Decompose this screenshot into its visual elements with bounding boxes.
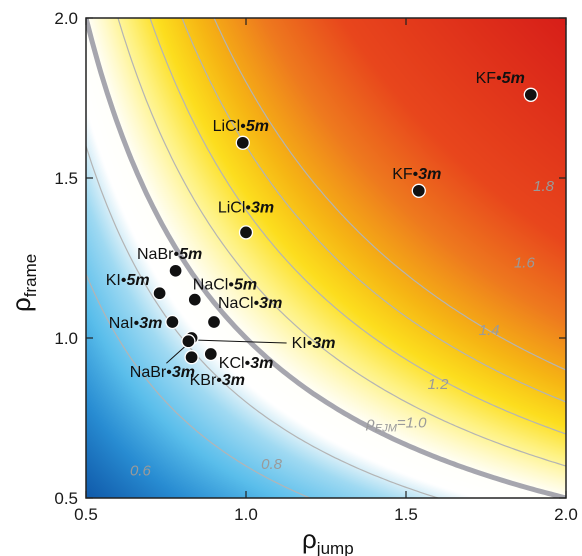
color-map	[86, 18, 566, 498]
contour-label-1-2: 1.2	[428, 376, 450, 393]
point-licl-5m	[235, 135, 250, 150]
leader-line-nabr-3m	[166, 344, 187, 364]
x-tick-label: 1.0	[234, 505, 258, 524]
contour-line-1-4	[149, 18, 566, 435]
x-tick-label: 2.0	[554, 505, 578, 524]
y-tick-label: 0.5	[54, 489, 78, 508]
point-kf-3m	[411, 183, 426, 198]
point-nai-3m	[165, 314, 180, 330]
y-tick-label: 1.5	[54, 169, 78, 188]
point-label-licl-5m: LiCl•5m	[213, 118, 269, 135]
contour-line-1-2	[117, 18, 566, 467]
y-tick-label: 1.0	[54, 329, 78, 348]
point-nabr-3m	[181, 334, 196, 349]
leader-line-ki-3m	[193, 339, 287, 344]
plot-area: 0.6 0.8 ρEJM=1.0 1.2 1.4 1.6 1.8 KF•5m KF•3m LiC…	[85, 17, 567, 499]
contour-label-0-6: 0.6	[130, 463, 152, 480]
point-kbr-3m	[184, 350, 199, 365]
contour-lines	[86, 18, 566, 498]
point-nabr-5m	[168, 263, 183, 278]
point-label-nabr-3m: NaBr•3m	[130, 364, 195, 381]
data-point-labels: KF•5m KF•3m LiCl•5m LiCl•3m NaBr•5m KI•5m NaCl…	[106, 70, 525, 389]
point-kcl-3m	[203, 346, 218, 362]
contour-line-1	[86, 18, 566, 498]
y-axis-title: ρframe	[6, 254, 40, 312]
data-points	[152, 87, 538, 365]
point-label-ki-3m: KI•3m	[292, 335, 336, 352]
contour-label-1-0: ρEJM=1.0	[365, 415, 427, 435]
plot-frame	[85, 17, 567, 499]
point-kf-5m	[523, 87, 538, 102]
tick-labels: 0.5 1.0 1.5 2.0 0.5 1.0 1.5 2.0	[54, 9, 577, 524]
point-label-kcl-3m: KCl•3m	[219, 355, 274, 372]
point-label-nabr-5m: NaBr•5m	[137, 246, 202, 263]
point-licl-3m	[238, 225, 254, 240]
contour-label-0-8: 0.8	[261, 456, 283, 473]
point-label-kbr-3m: KBr•3m	[190, 372, 245, 389]
point-label-nai-3m: NaI•3m	[109, 315, 163, 332]
contour-label-1-6: 1.6	[514, 255, 536, 272]
contour-line-0-8	[86, 144, 441, 498]
x-tick-label: 0.5	[74, 505, 98, 524]
point-label-ki-5m: KI•5m	[106, 272, 150, 289]
point-label-licl-3m: LiCl•3m	[218, 199, 274, 216]
point-nacl-5m	[187, 292, 202, 307]
point-nacl-3m	[206, 314, 222, 330]
point-ki-5m	[152, 286, 167, 301]
point-label-nacl-3m: NaCl•3m	[218, 295, 282, 312]
leader-lines	[166, 339, 287, 364]
axis-ticks	[85, 17, 567, 499]
point-label-nacl-5m: NaCl•5m	[193, 277, 257, 294]
contour-line-0-6	[86, 272, 312, 498]
point-label-kf-3m: KF•3m	[392, 166, 441, 183]
contour-label-1-8: 1.8	[533, 178, 555, 195]
contour-label-1-4: 1.4	[479, 322, 500, 339]
y-tick-label: 2.0	[54, 9, 78, 28]
contour-line-1-8	[213, 18, 566, 371]
contour-labels: 0.6 0.8 ρEJM=1.0 1.2 1.4 1.6 1.8	[130, 178, 555, 480]
x-tick-label: 1.5	[394, 505, 418, 524]
point-label-kf-5m: KF•5m	[476, 70, 525, 87]
x-axis-title: ρjump	[302, 524, 354, 556]
